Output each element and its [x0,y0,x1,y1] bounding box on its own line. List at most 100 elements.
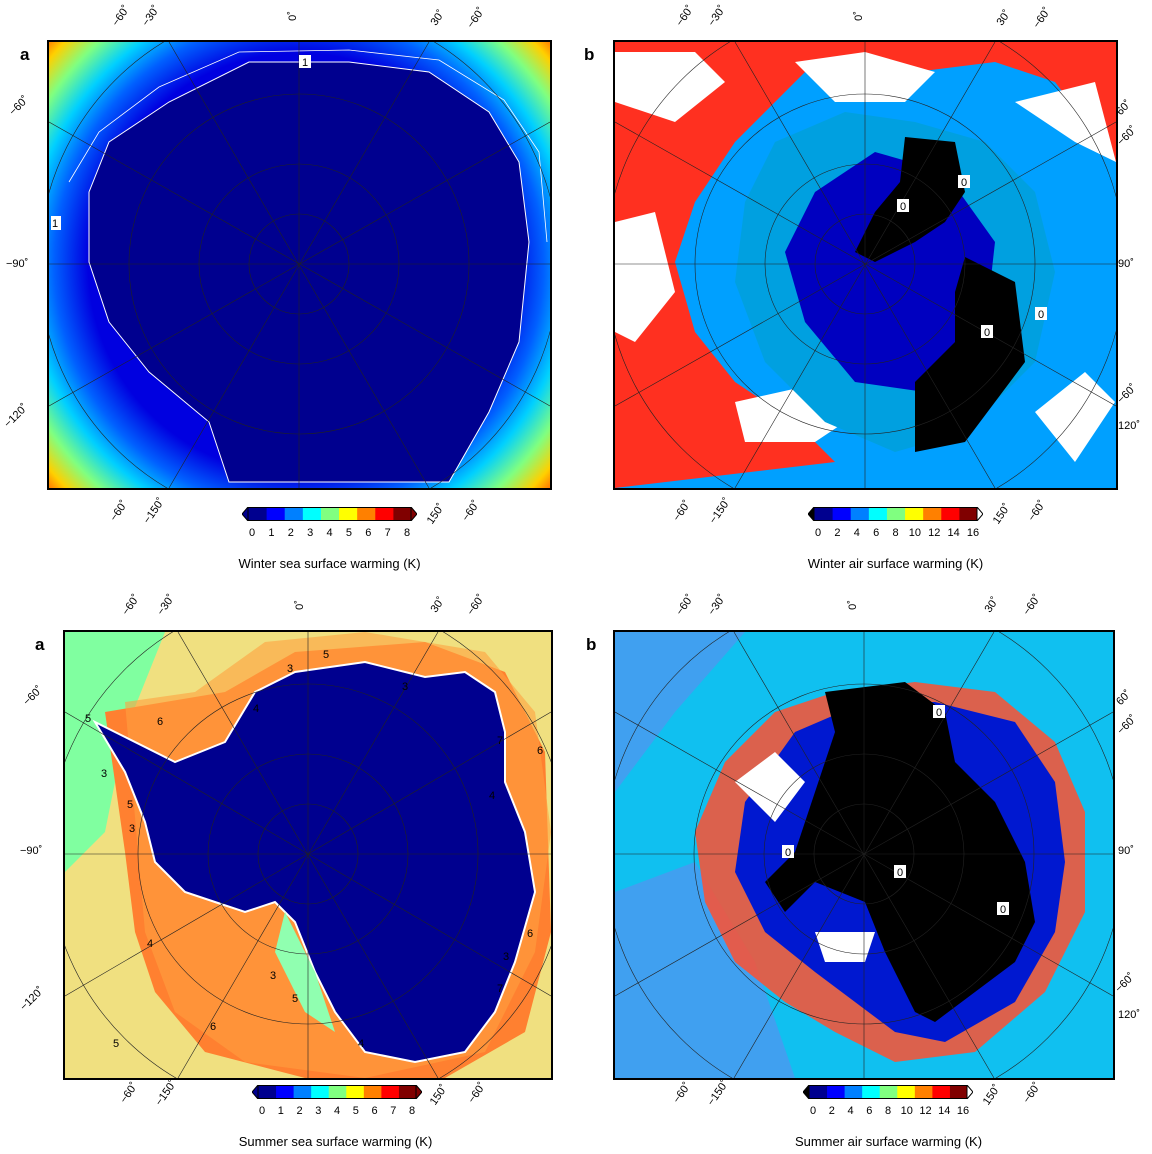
colorbar-tick-label: 4 [853,527,860,539]
colorbar-segment [832,507,851,521]
colorbar-tick-label: 5 [345,527,352,539]
colorbar [241,505,418,523]
axis-label: −60˚ [119,592,143,618]
contour-label: 5 [323,649,329,661]
colorbar-segment [284,507,303,521]
colorbar-tick-label: 5 [352,1105,359,1117]
axis-label: 120˚ [1118,420,1141,432]
colorbar-tick-label: 6 [873,527,880,539]
axis-label: 120˚ [1118,1009,1141,1021]
axis-label: −60˚ [7,93,32,119]
colorbar-segment [380,1085,399,1099]
colorbar-tick-label: 12 [928,527,941,539]
axis-label: −150˚ [153,1077,180,1109]
colorbar [251,1083,423,1101]
colorbar-tick-label: 0 [248,527,256,539]
contour-label: 3 [287,663,293,675]
contour-label: 0 [785,847,791,859]
panel-label: a [20,45,30,64]
axis-label: −30˚ [705,592,729,618]
colorbar-segment [958,507,978,521]
axis-label: −60˚ [1115,381,1140,407]
axis-label: 0˚ [852,11,865,21]
colorbar [807,505,984,523]
axis-label: −60˚ [464,5,488,31]
axis-label: −150˚ [707,495,734,527]
axis-label: −60˚ [670,1080,694,1106]
axis-label: −60˚ [107,498,131,524]
panel-winter-air: b 0 0 0 0 −60˚ −30˚ [576,0,1152,577]
map-winter-air: 0 0 0 0 [613,40,1118,490]
colorbar-tick-label: 2 [834,527,841,539]
colorbar-segment [922,507,942,521]
axis-label: 150˚ [980,1082,1004,1108]
colorbar-tick-label: 4 [847,1105,854,1117]
axis-label: 90˚ [1118,258,1134,270]
colorbar-tick-label: 14 [947,527,960,539]
colorbar-segment [392,507,412,521]
colorbar-segment [850,507,869,521]
contour-label: 1 [302,57,308,69]
colorbar-tick-label: 4 [326,527,333,539]
colorbar-tick-label: 3 [315,1105,322,1117]
colorbar-tick-label: 0 [258,1105,266,1117]
axis-label: −60˚ [465,1080,489,1106]
contour-label: 0 [961,177,967,189]
axis-label: −60˚ [1020,1080,1044,1106]
axis-label: −30˚ [154,592,178,618]
colorbar [802,1083,974,1101]
axis-label: −60˚ [109,3,133,29]
axis-label: −60˚ [1115,123,1140,149]
axis-label: −60˚ [464,592,488,618]
colorbar-tick-label: 0 [809,1105,817,1117]
axis-label: −90˚ [6,258,29,270]
colorbar-segment [904,507,924,521]
axis-label: 60˚ [1114,688,1134,708]
colorbar-segment [310,1085,329,1099]
panel-summer-sea: a 5 3 3 5 6 4 3 3 5 [0,577,576,1154]
colorbar-segment [275,1085,294,1099]
contour-label: 6 [527,928,533,940]
axis-label: 150˚ [424,501,448,527]
colorbar-segment [374,507,394,521]
colorbar-title: Winter air surface warming (K) [807,556,984,571]
axis-label: −30˚ [139,3,163,29]
colorbar-tick-label: 16 [966,527,980,539]
colorbar-segment [826,1085,845,1099]
colorbar-tick-label: 2 [828,1105,835,1117]
colorbar-tick-label: 8 [884,1105,892,1117]
colorbar-title: Winter sea surface warming (K) [238,556,421,571]
axis-label: 150˚ [427,1082,451,1108]
contour-label: 0 [1038,309,1044,321]
colorbar-segment [320,507,340,521]
contour-label: 3 [503,951,509,963]
axis-label: −60˚ [1025,498,1049,524]
colorbar-tick-label: 10 [900,1105,913,1117]
colorbar-tick-label: 1 [277,1105,284,1117]
axis-label: −60˚ [459,498,483,524]
colorbar-tick-label: 6 [365,527,372,539]
colorbar-segment [931,1085,950,1099]
panel-summer-air: b 0 0 0 0 −60˚ −30˚ 0˚ 30˚ −60˚ 6 0 [576,577,1152,1154]
colorbar-segment [293,1085,312,1099]
colorbar-segment [886,507,906,521]
axis-label: −60˚ [1030,5,1054,31]
colorbar-segment [363,1085,382,1099]
contour-label: 4 [358,1038,364,1050]
colorbar-segment [896,1085,915,1099]
panel-label: a [35,635,45,654]
colorbar-tick-label: 8 [403,527,411,539]
contour-label: 5 [127,799,133,811]
colorbar-segment [398,1085,417,1099]
contour-label: 0 [936,707,942,719]
axis-label: −90˚ [20,845,43,857]
axis-label: −120˚ [17,984,47,1014]
colorbar-tick-label: 6 [866,1105,873,1117]
axis-label: −150˚ [141,495,168,527]
colorbar-segment [266,507,285,521]
contour-label: 1 [52,218,58,230]
colorbar-tick-label: 16 [956,1105,970,1117]
panel-winter-sea: a 1 [0,0,576,577]
contour-label: 5 [113,1038,119,1050]
colorbar-title: Summer sea surface warming (K) [238,1134,433,1149]
